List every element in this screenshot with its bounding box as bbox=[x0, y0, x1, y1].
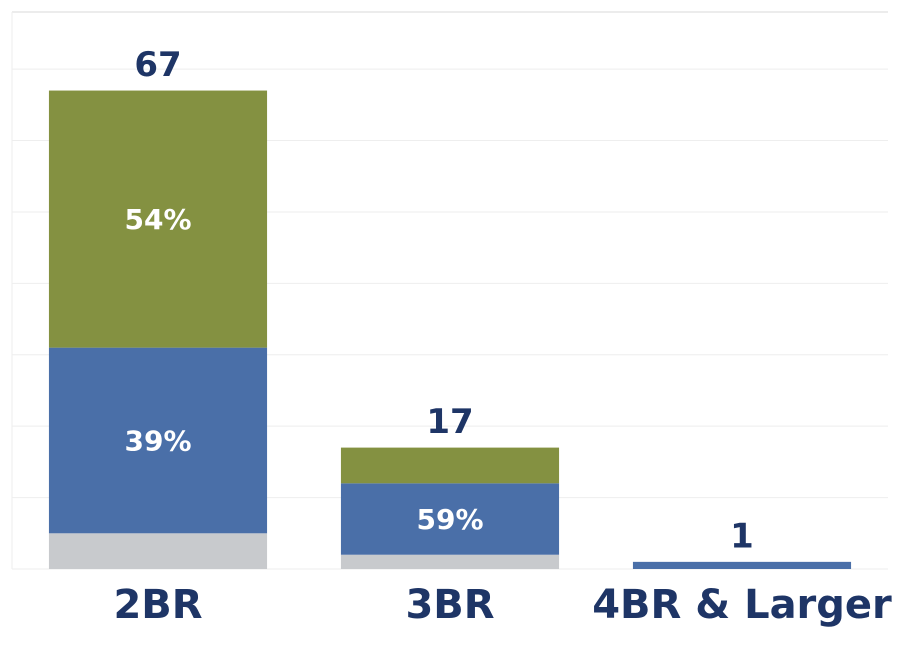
bar-segment bbox=[48, 90, 268, 348]
x-tick-label: 2BR bbox=[113, 582, 202, 628]
bar-segment bbox=[340, 554, 560, 569]
x-tick-label: 3BR bbox=[405, 582, 494, 628]
segment-label: 39% bbox=[124, 424, 191, 457]
bar-segment bbox=[48, 533, 268, 569]
segment-label: 54% bbox=[124, 203, 191, 236]
bar-segment bbox=[340, 447, 560, 484]
bar-segment bbox=[48, 347, 268, 534]
total-label: 1 bbox=[730, 516, 754, 556]
total-label: 67 bbox=[134, 45, 181, 85]
total-label: 17 bbox=[426, 402, 473, 442]
segment-label: 59% bbox=[416, 503, 483, 536]
x-tick-label: 4BR & Larger bbox=[592, 582, 892, 628]
bar-segment bbox=[340, 483, 560, 555]
bar-segment bbox=[632, 561, 852, 569]
